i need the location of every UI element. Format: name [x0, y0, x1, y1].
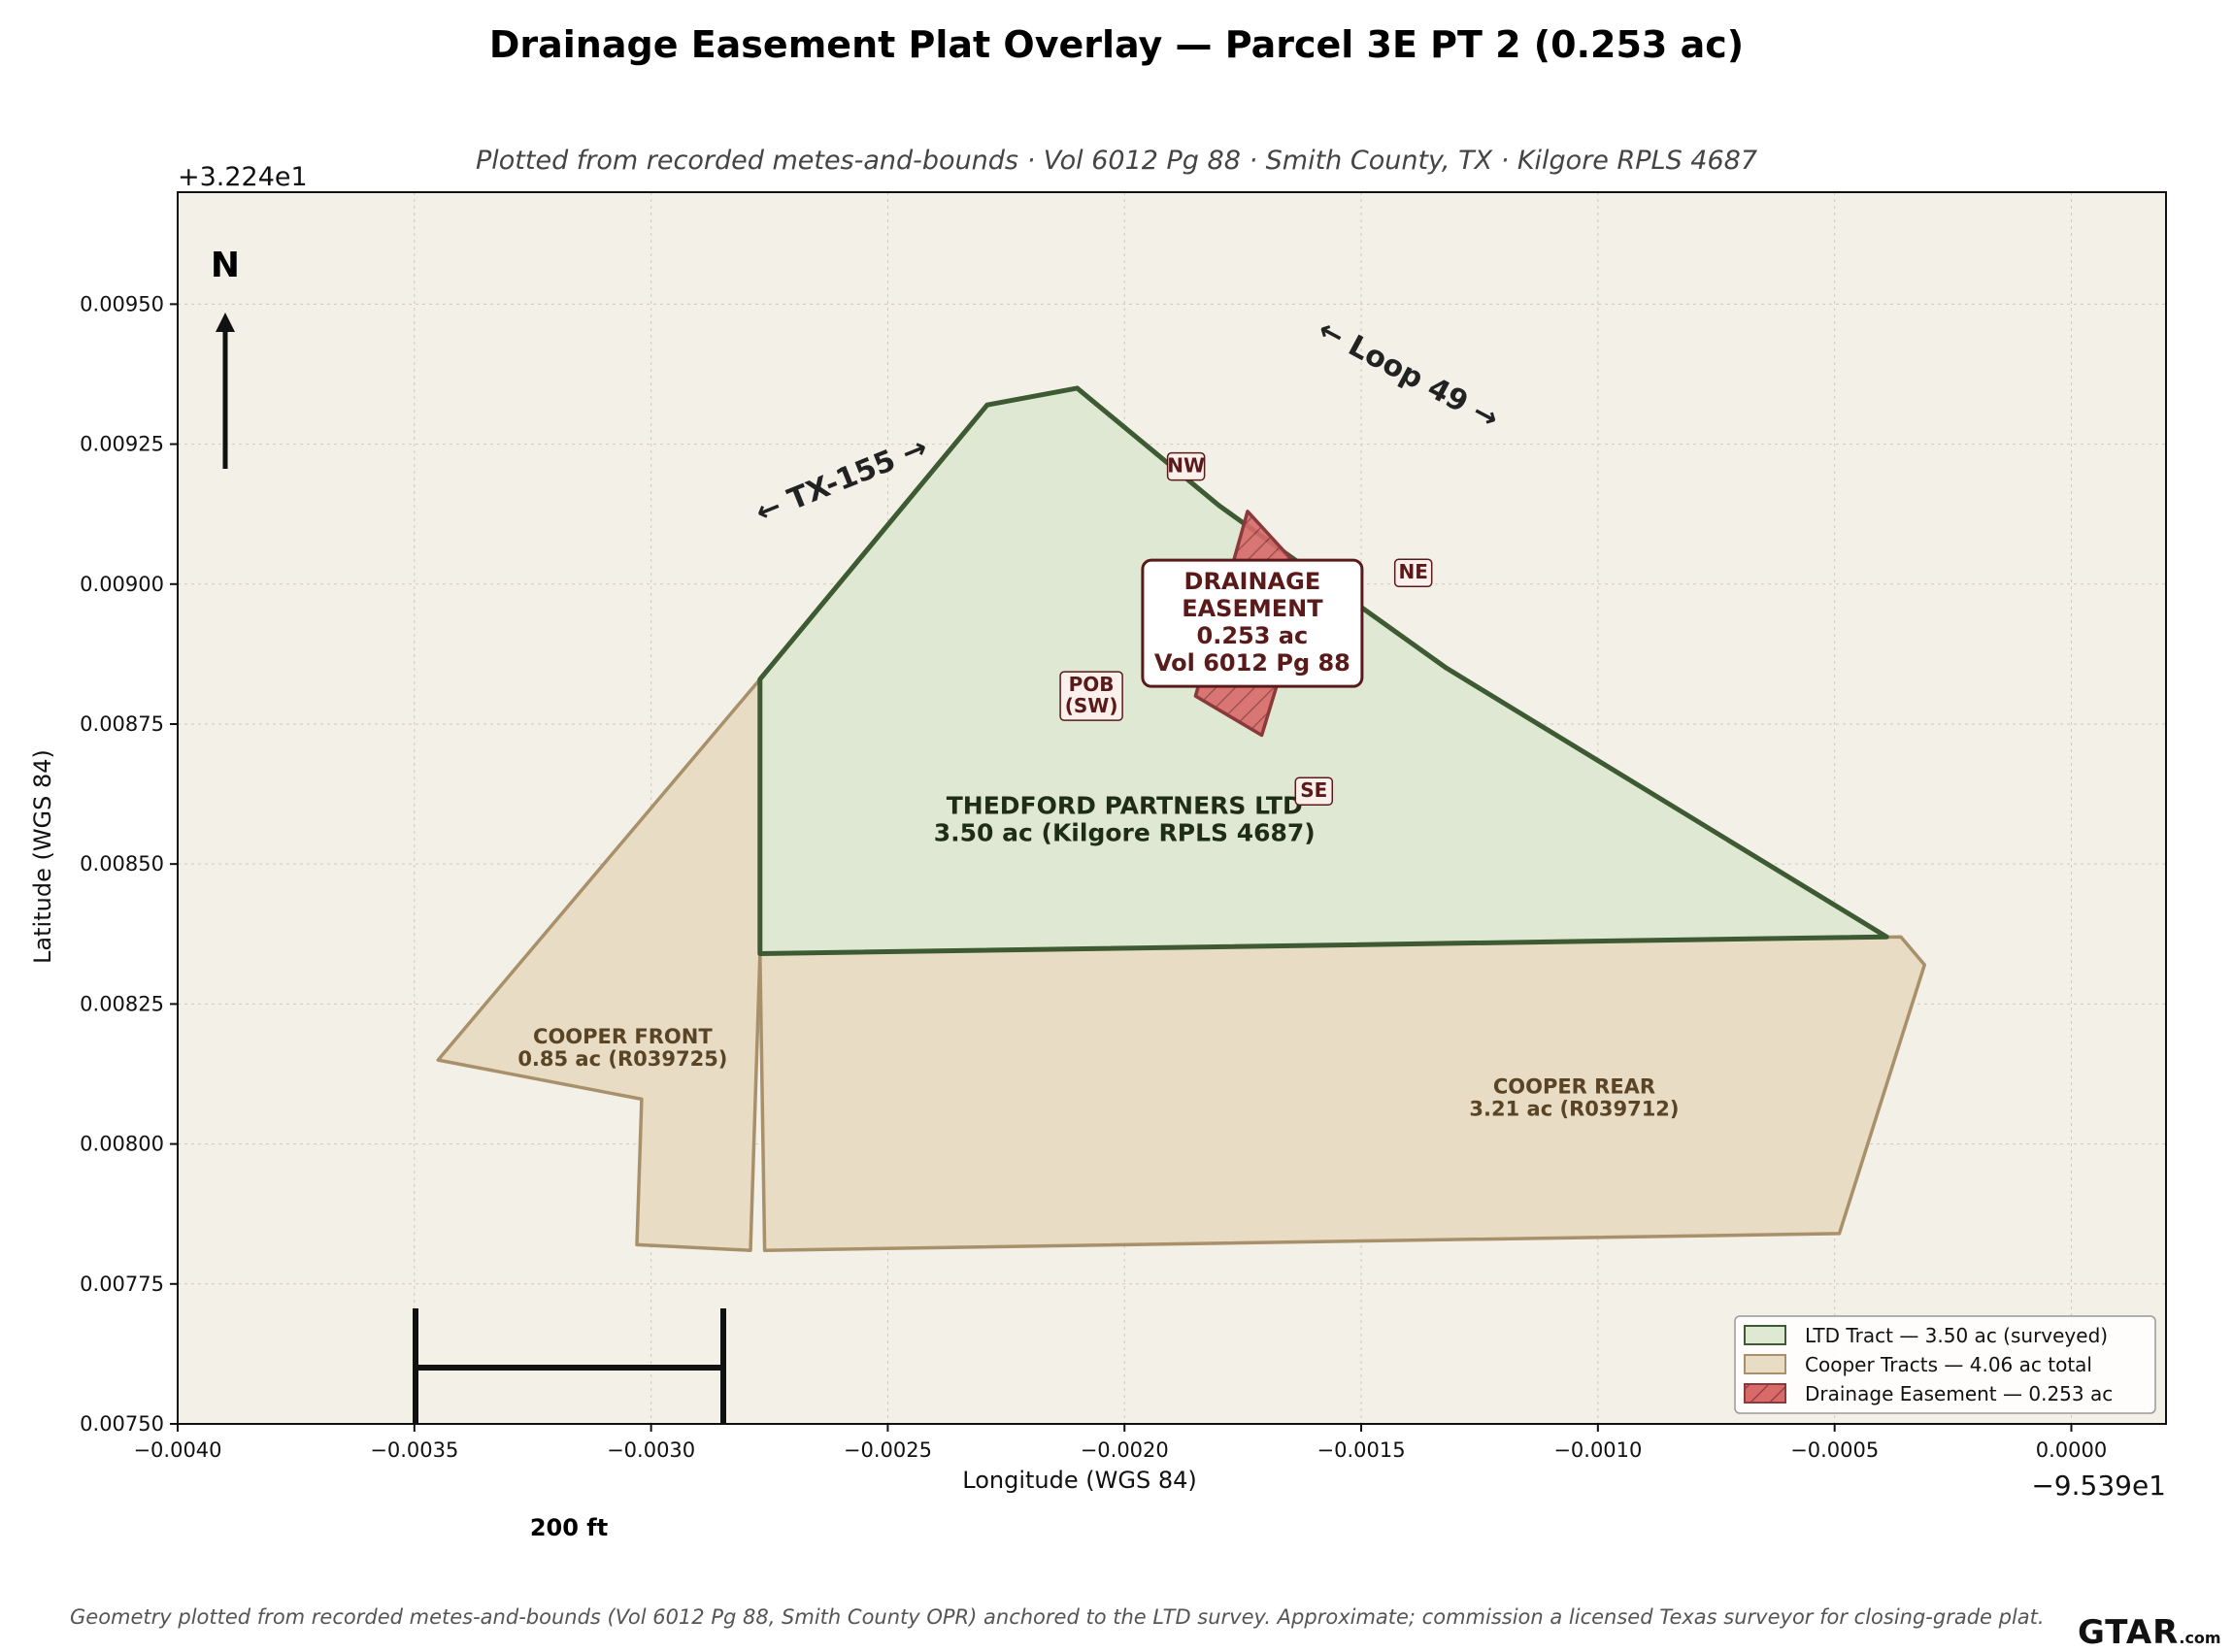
easement-callout-line: 0.253 ac: [1197, 622, 1309, 649]
y-tick-label: 0.00825: [80, 992, 164, 1015]
legend-swatch-ltd: [1744, 1325, 1786, 1345]
legend-swatch-easement: [1744, 1383, 1786, 1404]
y-tick-label: 0.00925: [80, 433, 164, 456]
y-tick-label: 0.00750: [80, 1412, 164, 1436]
footnote: Geometry plotted from recorded metes-and…: [70, 1605, 2045, 1629]
y-axis-label: Latitude (WGS 84): [29, 749, 56, 964]
cooper-rear-polygon: [758, 935, 1927, 1252]
corner-label-1: NE: [1398, 560, 1427, 583]
cooper-front-label: COOPER FRONT 0.85 ac (R039725): [517, 1025, 727, 1071]
cooper-front-label-line: 0.85 ac (R039725): [517, 1047, 727, 1071]
watermark-logo: GTAR.com: [2078, 1613, 2221, 1652]
corner-label-box-2: [1294, 776, 1334, 806]
y-tick-label: 0.00900: [80, 573, 164, 596]
x-offset-label: −9.539e1: [2031, 1470, 2166, 1502]
x-tick-label: −0.0030: [607, 1438, 695, 1462]
watermark-suffix: .com: [2179, 1629, 2221, 1647]
corner-label-line: NE: [1398, 560, 1427, 583]
x-tick-label: −0.0015: [1317, 1438, 1406, 1462]
x-tick-label: −0.0025: [844, 1438, 932, 1462]
y-offset-label: +3.224e1: [178, 162, 308, 192]
x-tick-label: −0.0010: [1553, 1438, 1642, 1462]
legend-swatch-cooper: [1744, 1354, 1786, 1374]
x-tick-label: −0.0005: [1790, 1438, 1879, 1462]
north-arrow: N: [211, 246, 240, 469]
x-axis-label: Longitude (WGS 84): [962, 1467, 1196, 1494]
corner-label-line: POB: [1069, 673, 1115, 696]
north-arrow-label: N: [211, 246, 240, 285]
corner-label-box-0: [1166, 451, 1206, 481]
ltd-tract-label-line: THEDFORD PARTNERS LTD: [947, 791, 1303, 819]
y-tick-label: 0.00850: [80, 852, 164, 876]
scale-bar: 200 ft: [413, 1308, 726, 1541]
corner-label-box-3: [1059, 671, 1123, 721]
watermark-main: GTAR: [2078, 1613, 2180, 1652]
legend-box: [1734, 1315, 2156, 1414]
legend-label-easement: Drainage Easement — 0.253 ac: [1805, 1382, 2113, 1405]
ltd-tract-label-line: 3.50 ac (Kilgore RPLS 4687): [934, 818, 1316, 846]
plot-frame: [177, 191, 2167, 1425]
corner-label-line: NW: [1167, 454, 1205, 478]
x-tick-label: −0.0040: [133, 1438, 221, 1462]
corner-label-line: SE: [1300, 778, 1327, 802]
scale-bar-label: 200 ft: [530, 1514, 608, 1541]
legend: LTD Tract — 3.50 ac (surveyed) Cooper Tra…: [1734, 1315, 2156, 1414]
corner-label-0: NW: [1167, 454, 1205, 478]
cooper-front-label-line: COOPER FRONT: [533, 1025, 713, 1048]
easement-callout-line: EASEMENT: [1182, 595, 1323, 622]
axes: −0.0040 −0.0035 −0.0030 −0.0025 −0.0020 −0.00…: [29, 162, 2166, 1502]
north-arrow-head-icon: [216, 313, 235, 332]
corner-label-2: SE: [1300, 778, 1327, 802]
chart-subtitle: Plotted from recorded metes-and-bounds ·…: [475, 146, 1758, 176]
x-tick-label: 0.0000: [2036, 1438, 2107, 1462]
easement-callout-line: Vol 6012 Pg 88: [1154, 649, 1350, 677]
legend-label-cooper: Cooper Tracts — 4.06 ac total: [1805, 1353, 2092, 1376]
y-tick-label: 0.00950: [80, 292, 164, 315]
x-tick-label: −0.0020: [1081, 1438, 1169, 1462]
cooper-rear-label: COOPER REAR 3.21 ac (R039712): [1469, 1075, 1679, 1121]
corner-label-box-1: [1393, 558, 1433, 587]
y-tick-label: 0.00800: [80, 1133, 164, 1156]
chart-title: Drainage Easement Plat Overlay — Parcel …: [488, 23, 1745, 66]
x-tick-label: −0.0035: [370, 1438, 458, 1462]
cooper-rear-label-line: 3.21 ac (R039712): [1469, 1098, 1679, 1121]
ltd-tract-label: THEDFORD PARTNERS LTD 3.50 ac (Kilgore RP…: [934, 791, 1316, 846]
easement-callout-line: DRAINAGE: [1184, 568, 1321, 595]
y-tick-label: 0.00775: [80, 1272, 164, 1296]
corner-label-line: (SW): [1065, 694, 1118, 717]
easement-callout-label: DRAINAGE EASEMENT 0.253 ac Vol 6012 Pg 88: [1154, 568, 1350, 677]
corner-label-3: POB (SW): [1065, 673, 1118, 717]
easement-callout-box: [1141, 558, 1364, 688]
legend-label-ltd: LTD Tract — 3.50 ac (surveyed): [1805, 1324, 2108, 1347]
y-tick-label: 0.00875: [80, 712, 164, 736]
cooper-rear-label-line: COOPER REAR: [1493, 1075, 1655, 1099]
